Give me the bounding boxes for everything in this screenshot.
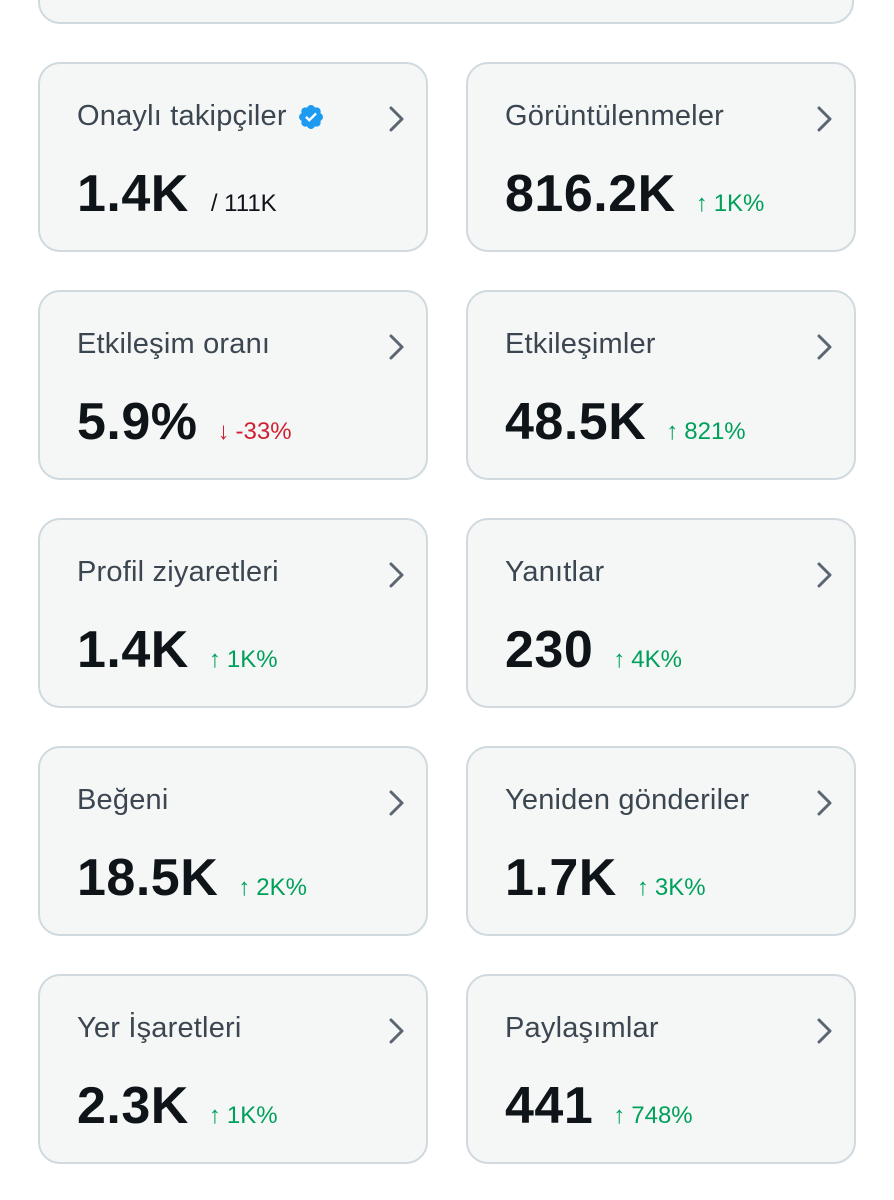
value-row: 441 ↑ 748% [505,1076,693,1136]
metric-delta: ↑ 1K% [209,646,278,674]
metric-card-bookmarks[interactable]: Yer İşaretleri 2.3K ↑ 1K% [38,974,428,1164]
card-title: Yanıtlar [505,556,604,589]
arrow-up-icon: ↑ [238,874,251,901]
card-title: Görüntülenmeler [505,100,724,133]
value-row: 816.2K ↑ 1K% [505,164,764,224]
metric-delta: ↑ 1K% [696,190,765,218]
chevron-right-icon [817,562,832,588]
metric-value: 230 [505,621,594,679]
chevron-right-icon [389,1018,404,1044]
metric-delta: ↓ -33% [218,418,292,446]
metric-card-engagements[interactable]: Etkileşimler 48.5K ↑ 821% [466,290,856,480]
metric-delta: ↑ 1K% [209,1102,278,1130]
card-title: Onaylı takipçiler [77,100,325,133]
metric-card-profile-visits[interactable]: Profil ziyaretleri 1.4K ↑ 1K% [38,518,428,708]
card-title: Paylaşımlar [505,1012,659,1045]
card-title-text: Yer İşaretleri [77,1012,242,1044]
metric-card-engagement-rate[interactable]: Etkileşim oranı 5.9% ↓ -33% [38,290,428,480]
metric-value: 2.3K [77,1077,189,1135]
arrow-up-icon: ↑ [613,646,626,673]
chevron-right-icon [817,790,832,816]
metric-delta: ↑ 4K% [613,646,682,674]
chevron-right-icon [389,562,404,588]
card-title-text: Etkileşim oranı [77,328,271,360]
chevron-right-icon [389,106,404,132]
card-title-text: Yeniden gönderiler [505,784,750,816]
delta-value: 1K% [226,646,278,673]
value-row: 1.7K ↑ 3K% [505,848,706,908]
metric-value: 1.4K [77,165,189,223]
metric-total: / 111K [210,190,277,217]
card-title: Profil ziyaretleri [77,556,279,589]
value-row: 2.3K ↑ 1K% [77,1076,278,1136]
chevron-right-icon [389,334,404,360]
delta-value: 4K% [631,646,682,673]
metric-card-impressions[interactable]: Görüntülenmeler 816.2K ↑ 1K% [466,62,856,252]
card-title-text: Yanıtlar [505,556,605,588]
delta-value: 2K% [256,874,307,901]
metric-card-likes[interactable]: Beğeni 18.5K ↑ 2K% [38,746,428,936]
metric-delta: ↑ 821% [666,418,745,446]
card-title-text: Paylaşımlar [505,1012,659,1044]
chevron-right-icon [817,334,832,360]
delta-value: 3K% [654,874,706,901]
card-title-text: Etkileşimler [505,328,656,360]
metric-value: 48.5K [505,393,647,451]
metric-value: 1.4K [77,621,189,679]
delta-value: -33% [235,418,292,445]
metric-value: 18.5K [77,849,219,907]
arrow-up-icon: ↑ [613,1102,626,1129]
card-title-text: Beğeni [77,784,169,816]
chevron-right-icon [817,1018,832,1044]
metrics-grid: Onaylı takipçiler 1.4K / 111K Görüntülen… [38,62,856,1164]
metric-value: 441 [505,1077,594,1135]
metric-value: 816.2K [505,165,676,223]
metric-delta: ↑ 3K% [637,874,706,902]
value-row: 230 ↑ 4K% [505,620,682,680]
metric-value: 5.9% [77,393,198,451]
card-title: Yer İşaretleri [77,1012,242,1045]
value-row: 1.4K / 111K [77,164,277,224]
delta-value: 821% [684,418,746,445]
metric-card-reposts[interactable]: Yeniden gönderiler 1.7K ↑ 3K% [466,746,856,936]
previous-card[interactable] [38,0,854,24]
arrow-down-icon: ↓ [217,418,230,445]
metric-card-replies[interactable]: Yanıtlar 230 ↑ 4K% [466,518,856,708]
metric-card-verified-followers[interactable]: Onaylı takipçiler 1.4K / 111K [38,62,428,252]
chevron-right-icon [817,106,832,132]
metric-card-shares[interactable]: Paylaşımlar 441 ↑ 748% [466,974,856,1164]
verified-badge-icon [298,104,323,129]
arrow-up-icon: ↑ [695,190,708,217]
value-row: 48.5K ↑ 821% [505,392,746,452]
delta-value: 1K% [713,190,765,217]
value-row: 1.4K ↑ 1K% [77,620,278,680]
card-title: Beğeni [77,784,169,817]
card-title-text: Görüntülenmeler [505,100,724,132]
value-row: 18.5K ↑ 2K% [77,848,307,908]
value-row: 5.9% ↓ -33% [77,392,292,452]
arrow-up-icon: ↑ [636,874,649,901]
card-title-text: Profil ziyaretleri [77,556,279,588]
card-title: Etkileşim oranı [77,328,270,361]
card-title: Etkileşimler [505,328,656,361]
metric-delta: ↑ 2K% [238,874,307,902]
delta-value: 1K% [226,1102,278,1129]
metric-delta: ↑ 748% [613,1102,692,1130]
chevron-right-icon [389,790,404,816]
arrow-up-icon: ↑ [208,1102,221,1129]
delta-value: 748% [631,1102,693,1129]
card-title: Yeniden gönderiler [505,784,749,817]
arrow-up-icon: ↑ [666,418,679,445]
arrow-up-icon: ↑ [208,646,221,673]
metric-value: 1.7K [505,849,617,907]
card-title-text: Onaylı takipçiler [77,100,287,132]
